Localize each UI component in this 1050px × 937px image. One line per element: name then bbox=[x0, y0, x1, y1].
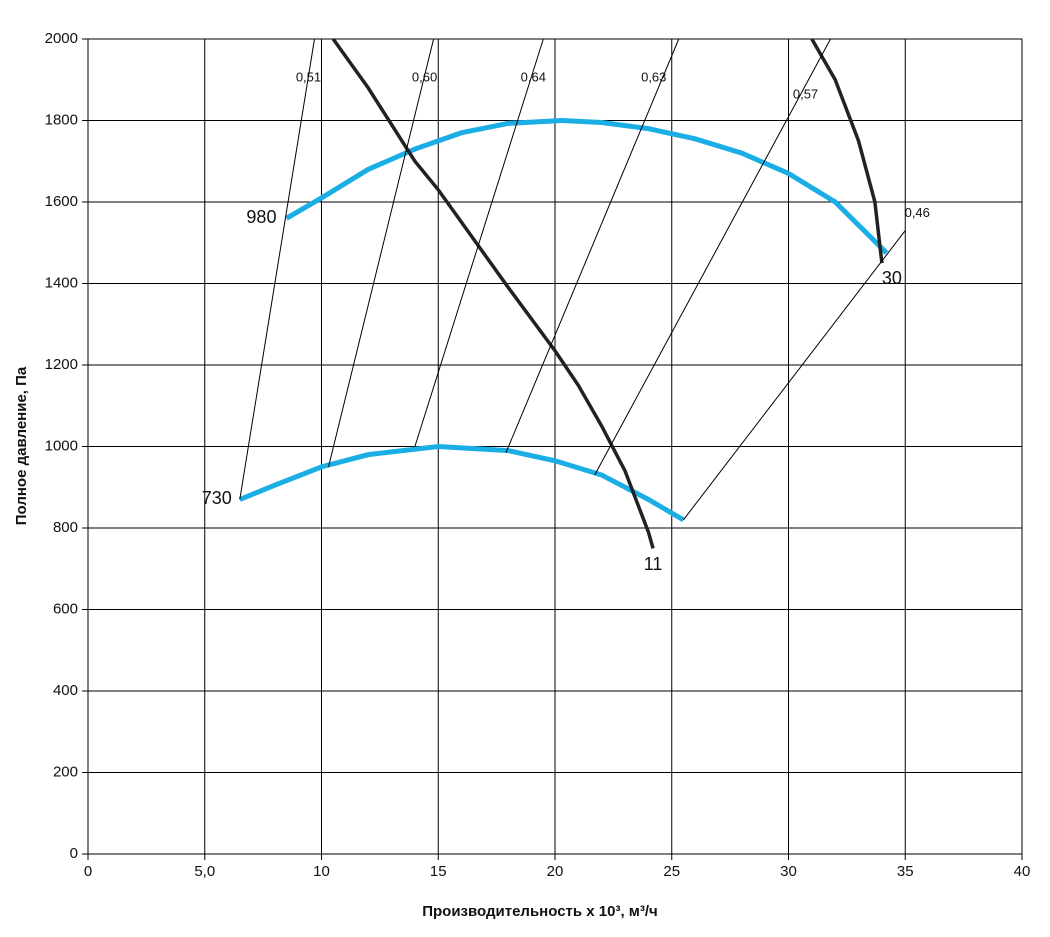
plot-frame bbox=[87, 38, 1023, 855]
x-axis-label: Производительность х 10³, м³/ч bbox=[422, 903, 658, 920]
series-line bbox=[594, 38, 831, 476]
y-tick-label: 1400 bbox=[45, 274, 78, 291]
x-tick-label: 20 bbox=[547, 863, 564, 880]
x-tick-label: 0 bbox=[84, 863, 92, 880]
y-tick-label: 1000 bbox=[45, 437, 78, 454]
y-tick-label: 800 bbox=[53, 519, 78, 536]
series-label: 30 bbox=[882, 268, 902, 288]
x-tick-label: 15 bbox=[430, 863, 447, 880]
y-tick-label: 1200 bbox=[45, 356, 78, 373]
series-label: 0,63 bbox=[641, 69, 666, 84]
series-label: 0,64 bbox=[521, 69, 546, 84]
x-tick-label: 30 bbox=[780, 863, 797, 880]
y-tick-label: 2000 bbox=[45, 30, 78, 47]
series-line bbox=[239, 38, 315, 500]
x-tick-label: 40 bbox=[1014, 863, 1031, 880]
series-label: 0,57 bbox=[793, 86, 818, 101]
y-tick-label: 1800 bbox=[45, 111, 78, 128]
series-label: 730 bbox=[202, 488, 232, 508]
y-tick-label: 200 bbox=[53, 763, 78, 780]
x-tick-label: 35 bbox=[897, 863, 914, 880]
x-tick-label: 5,0 bbox=[194, 863, 215, 880]
series-line bbox=[285, 117, 889, 255]
series-label: 0,51 bbox=[296, 69, 321, 84]
series-line bbox=[331, 37, 655, 549]
y-tick-label: 600 bbox=[53, 600, 78, 617]
series-line bbox=[810, 38, 884, 264]
series-line bbox=[505, 38, 680, 453]
series-line bbox=[414, 38, 544, 447]
series-label: 0,46 bbox=[905, 205, 930, 220]
y-axis-label: Полное давление, Па bbox=[13, 366, 30, 525]
x-tick-label: 25 bbox=[663, 863, 680, 880]
series-label: 980 bbox=[246, 207, 276, 227]
series-label: 0,60 bbox=[412, 69, 437, 84]
y-tick-label: 1600 bbox=[45, 193, 78, 210]
x-tick-label: 10 bbox=[313, 863, 330, 880]
series-line bbox=[328, 38, 435, 467]
series-line bbox=[683, 230, 906, 521]
series-line bbox=[238, 443, 685, 523]
series-label: 11 bbox=[644, 554, 663, 574]
y-tick-label: 400 bbox=[53, 682, 78, 699]
y-tick-label: 0 bbox=[70, 845, 78, 862]
